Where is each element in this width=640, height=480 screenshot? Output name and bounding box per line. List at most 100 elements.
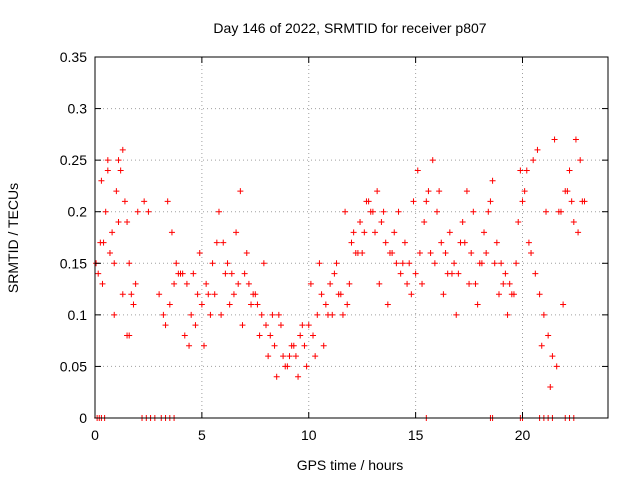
plot-frame xyxy=(94,56,609,419)
y-axis-label: SRMTID / TECUs xyxy=(5,183,21,293)
data-point xyxy=(100,239,107,246)
data-point xyxy=(128,291,135,298)
data-point xyxy=(205,291,212,298)
data-point xyxy=(470,208,477,215)
y-tick-label: 0.25 xyxy=(60,152,87,168)
data-points xyxy=(93,136,588,421)
data-point xyxy=(173,260,180,267)
data-point xyxy=(572,136,579,143)
data-point xyxy=(95,270,102,277)
data-point xyxy=(551,136,558,143)
data-point xyxy=(495,291,502,298)
y-tick-label: 0.05 xyxy=(60,358,87,374)
data-point xyxy=(121,198,128,205)
data-point xyxy=(322,301,329,308)
data-point xyxy=(513,260,520,267)
data-point xyxy=(218,311,225,318)
data-point xyxy=(117,167,124,174)
data-point xyxy=(534,146,541,153)
data-point xyxy=(401,239,408,246)
data-point xyxy=(181,332,188,339)
data-point xyxy=(498,260,505,267)
data-point xyxy=(145,208,152,215)
data-point xyxy=(160,311,167,318)
data-point xyxy=(414,167,421,174)
data-point xyxy=(391,229,398,236)
data-point xyxy=(245,280,252,287)
data-point xyxy=(442,249,449,256)
data-point xyxy=(226,301,233,308)
data-point xyxy=(171,280,178,287)
data-point xyxy=(179,270,186,277)
data-point xyxy=(318,291,325,298)
data-point xyxy=(382,239,389,246)
data-point xyxy=(233,229,240,236)
data-point xyxy=(124,219,131,226)
data-point xyxy=(549,353,556,360)
data-point xyxy=(427,249,434,256)
data-point xyxy=(419,280,426,287)
data-point xyxy=(104,167,111,174)
data-point xyxy=(525,239,532,246)
data-point xyxy=(339,311,346,318)
data-point xyxy=(190,270,197,277)
data-point xyxy=(416,249,423,256)
data-point xyxy=(429,157,436,164)
data-point xyxy=(198,301,205,308)
data-point xyxy=(367,208,374,215)
data-point xyxy=(438,239,445,246)
data-point xyxy=(286,353,293,360)
data-point xyxy=(545,332,552,339)
data-point xyxy=(566,167,573,174)
data-point xyxy=(560,301,567,308)
data-point xyxy=(99,280,106,287)
data-point xyxy=(310,332,317,339)
data-point xyxy=(235,280,242,287)
data-point xyxy=(485,208,492,215)
data-point xyxy=(215,208,222,215)
data-point xyxy=(220,239,227,246)
data-point xyxy=(575,229,582,236)
data-point xyxy=(254,301,261,308)
data-point xyxy=(111,260,118,267)
y-tick-label: 0 xyxy=(79,410,87,426)
data-point xyxy=(463,188,470,195)
data-point xyxy=(406,260,413,267)
data-point xyxy=(455,270,462,277)
data-point xyxy=(581,198,588,205)
y-tick-label: 0.35 xyxy=(60,49,87,65)
data-point xyxy=(252,291,259,298)
data-point xyxy=(361,229,368,236)
x-tick-label: 20 xyxy=(515,427,531,443)
data-point xyxy=(312,353,319,360)
data-point xyxy=(543,208,550,215)
data-point xyxy=(320,342,327,349)
data-point xyxy=(502,270,509,277)
data-point xyxy=(466,280,473,287)
data-point xyxy=(192,322,199,329)
data-point xyxy=(183,280,190,287)
x-tick-label: 10 xyxy=(301,427,317,443)
data-point xyxy=(201,342,208,349)
data-point xyxy=(489,177,496,184)
y-tick-label: 0.15 xyxy=(60,255,87,271)
data-point xyxy=(271,342,278,349)
data-point xyxy=(553,363,560,370)
data-point xyxy=(237,188,244,195)
data-point xyxy=(124,332,131,339)
data-point xyxy=(423,198,430,205)
data-point xyxy=(517,167,524,174)
data-point xyxy=(521,188,528,195)
data-point xyxy=(444,270,451,277)
data-point xyxy=(333,260,340,267)
data-point xyxy=(500,280,507,287)
data-point xyxy=(303,363,310,370)
data-point xyxy=(459,219,466,226)
data-point xyxy=(196,249,203,256)
data-point xyxy=(478,260,485,267)
data-point xyxy=(425,188,432,195)
data-point xyxy=(132,280,139,287)
data-point xyxy=(412,270,419,277)
data-point xyxy=(109,229,116,236)
